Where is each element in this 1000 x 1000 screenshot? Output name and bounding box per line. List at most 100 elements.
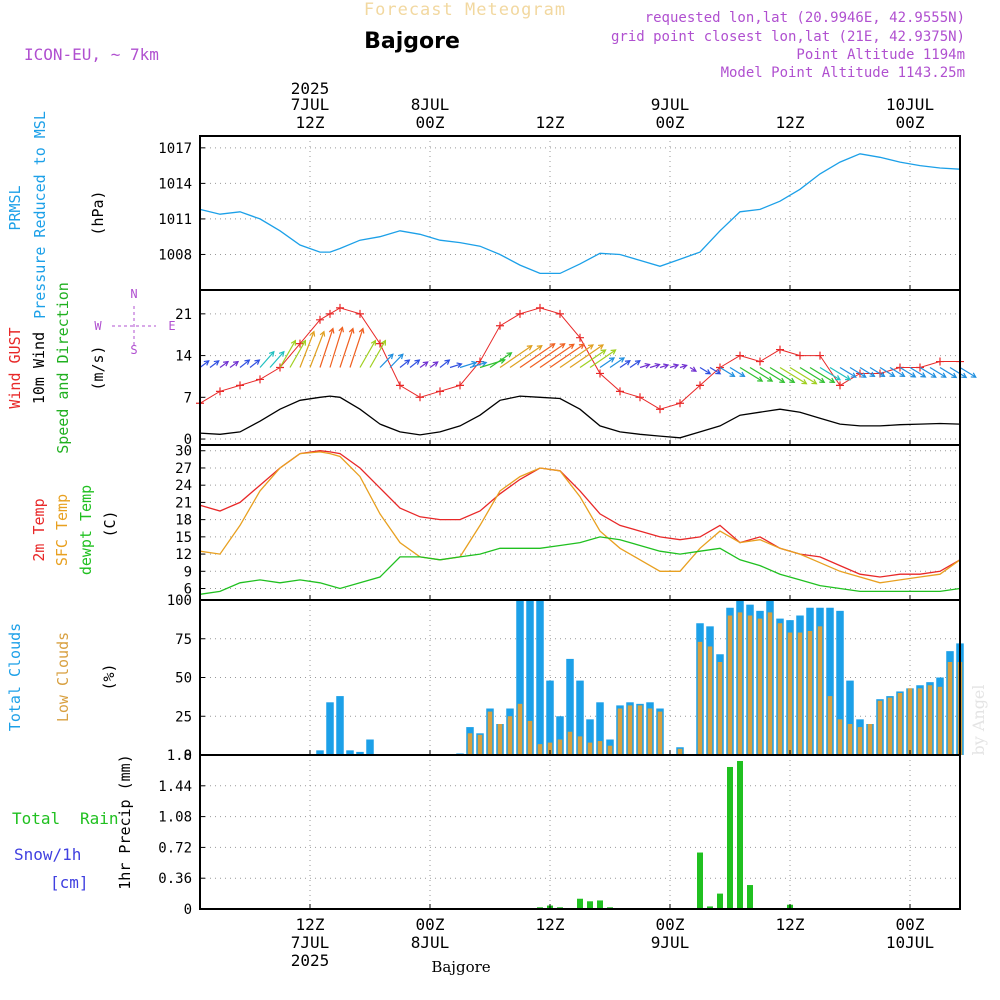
wind-arrowhead (213, 360, 220, 366)
wind-arrow (889, 366, 905, 377)
gust-marker (676, 399, 684, 408)
wind-arrowhead (970, 372, 977, 378)
wind-arrowhead (767, 376, 774, 382)
wind-arrowhead (481, 360, 488, 367)
y-tick-label: 100 (167, 593, 192, 609)
wind-arrow (349, 328, 364, 368)
top-hour-label: 12Z (776, 113, 805, 132)
y-tick-label: 25 (175, 709, 192, 725)
clouds-label-total: Total Clouds (6, 623, 24, 731)
watermark: by Angel (969, 684, 988, 755)
wind-arrowhead (568, 343, 575, 350)
cloud-bar-low (617, 708, 623, 755)
wind-arrow (569, 344, 604, 368)
model-label: ICON-EU, ~ 7km (24, 45, 159, 64)
precip-bar (747, 885, 753, 909)
precip-bar (737, 760, 743, 909)
wind-arrowhead (358, 327, 365, 334)
y-tick-label: 27 (175, 461, 192, 477)
cloud-bar-total (576, 680, 584, 755)
wind-arrowhead (397, 353, 404, 360)
gust-marker (836, 381, 844, 390)
wind-arrowhead (254, 359, 261, 365)
wind-arrowhead (951, 372, 958, 379)
precip-bar (717, 893, 723, 909)
wind-arrowhead (940, 372, 947, 378)
cloud-bar-low (577, 736, 583, 755)
cloud-bar-low (557, 739, 563, 755)
wind-arrow (289, 340, 306, 368)
y-tick-label: 0 (184, 748, 192, 764)
cloud-bar-low (637, 705, 643, 755)
precip-bar (727, 766, 733, 909)
wind-arrow (959, 366, 977, 378)
wind-arrowhead (422, 361, 429, 367)
cloud-bar-low (857, 727, 863, 755)
wind-arrowhead (610, 349, 617, 355)
wind-arrow (519, 343, 556, 368)
y-tick-label: 6 (184, 582, 192, 598)
cloud-bar-low (707, 646, 713, 755)
wind-arrowhead (319, 330, 326, 337)
wind-arrowhead (268, 350, 275, 357)
wind-arrow (539, 343, 575, 368)
y-tick-label: 1.8 (167, 748, 192, 764)
cloud-bar-total (546, 680, 554, 755)
top-hour-label: 12Z (296, 113, 325, 132)
gust-marker (436, 387, 444, 396)
wind-arrow (629, 360, 641, 368)
gust-marker (696, 381, 704, 390)
cloud-bar-low (537, 744, 543, 755)
wind-arrow (459, 361, 477, 369)
top-date-label: 9JUL (651, 95, 690, 114)
wind-arrowhead (506, 352, 513, 358)
wind-arrowhead (244, 359, 251, 365)
top-hour-label: 00Z (416, 113, 445, 132)
wind-arrow (949, 366, 967, 378)
wind-arrowhead (869, 371, 876, 378)
precip-label-cm: [cm] (50, 873, 89, 892)
wind-arrowhead (811, 379, 818, 385)
wind-arrow (239, 359, 250, 368)
y-tick-label: 21 (175, 495, 192, 511)
compass-letter: S (130, 343, 137, 357)
y-tick-label: 12 (175, 547, 192, 563)
cloud-bar-total (596, 702, 604, 755)
wind-arrowhead (961, 372, 968, 379)
cloud-bar-total (536, 600, 544, 755)
gust-marker (296, 339, 304, 348)
wind-arrowhead (290, 339, 297, 346)
gust-marker (576, 333, 584, 342)
bottom-hour-label: 12Z (536, 915, 565, 934)
series-line-10m-wind (199, 395, 961, 439)
wind-arrowhead (681, 363, 688, 370)
gust-marker (776, 345, 784, 354)
top-date-label: 8JUL (411, 95, 450, 114)
gust-marker (416, 393, 424, 402)
cloud-bar-low (837, 719, 843, 755)
wind-arrow (829, 366, 851, 381)
cloud-bar-total (366, 739, 374, 755)
wind-arrowhead (233, 360, 240, 367)
bottom-date-label: 8JUL (411, 933, 450, 952)
wind-arrowhead (600, 349, 607, 355)
cloud-bar-total (516, 600, 524, 755)
wind-arrow (199, 360, 210, 368)
top-date-label: 7JUL (291, 95, 330, 114)
temp-label-sfc: SFC Temp (53, 494, 71, 566)
gust-marker (636, 393, 644, 402)
cloud-bar-low (627, 705, 633, 755)
wind-arrowhead (309, 330, 316, 337)
wind-arrowhead (879, 371, 886, 378)
series-line-dewpt-temp (199, 536, 961, 595)
wind-arrow (699, 366, 711, 375)
model-altitude: Model Point Altitude 1143.25m (721, 65, 965, 81)
precip-bar (597, 900, 603, 909)
wind-arrowhead (624, 360, 631, 366)
compass-icon (112, 306, 156, 346)
y-tick-label: 9 (184, 564, 192, 580)
cloud-bar-low (797, 632, 803, 755)
gust-marker (456, 381, 464, 390)
cloud-bar-low (527, 720, 533, 755)
y-tick-label: 15 (175, 530, 192, 546)
